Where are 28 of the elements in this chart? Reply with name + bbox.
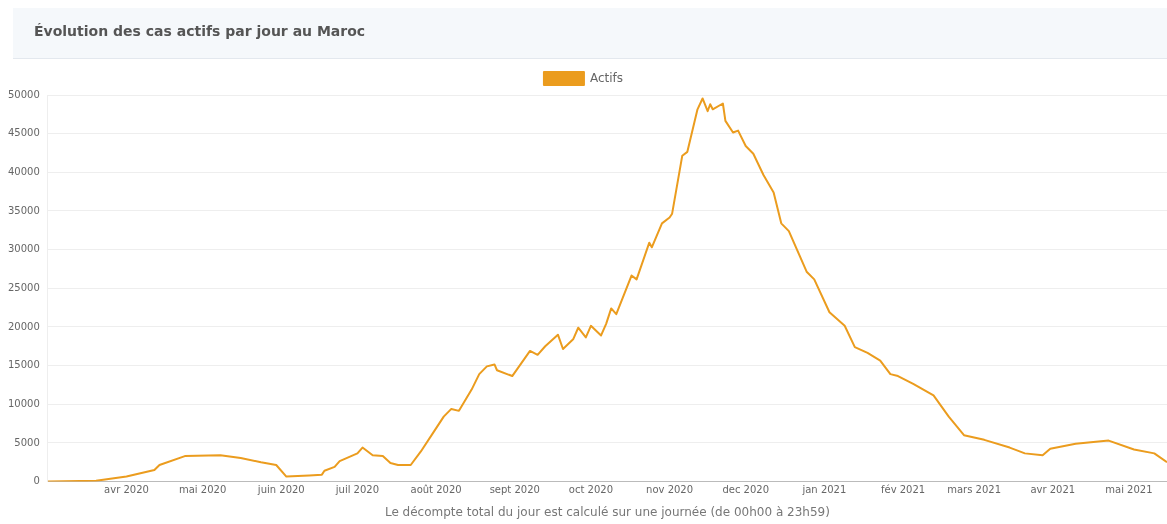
x-tick-label: avr 2020 (104, 484, 149, 496)
y-tick-label: 15000 (8, 359, 40, 371)
x-axis-title: Le décompte total du jour est calculé sur une journée (de 00h00 à 23h59) (384, 504, 830, 519)
x-tick-label: avr 2021 (1030, 484, 1076, 496)
y-tick-label: 25000 (8, 281, 40, 293)
y-tick-label: 0 (33, 475, 40, 487)
y-tick-label: 5000 (14, 436, 40, 448)
x-tick-label: août 2020 (410, 484, 462, 496)
y-tick-label: 20000 (8, 320, 40, 332)
y-tick-label: 45000 (8, 127, 40, 139)
x-tick-label: mars 2021 (947, 484, 1002, 496)
x-tick-label: nov 2020 (646, 484, 694, 496)
x-tick-label: dec 2020 (722, 484, 770, 496)
chart-title: Évolution des cas actifs par jour au Maroc (34, 23, 366, 39)
x-tick-label: oct 2020 (568, 484, 613, 496)
x-tick-label: mai 2020 (178, 484, 227, 496)
y-tick-label: 50000 (8, 88, 40, 100)
legend-label: Actifs (589, 70, 624, 85)
y-tick-label: 40000 (8, 165, 40, 177)
x-tick-label: fév 2021 (880, 484, 926, 496)
x-tick-label: jan 2021 (801, 484, 847, 496)
y-tick-label: 30000 (8, 243, 40, 255)
y-tick-label: 10000 (8, 397, 40, 409)
x-tick-label: sept 2020 (489, 484, 540, 496)
y-tick-label: 35000 (8, 204, 40, 216)
x-tick-label: juin 2020 (256, 484, 305, 496)
x-tick-label: juil 2020 (334, 484, 380, 496)
x-tick-label: mai 2021 (1105, 484, 1153, 496)
